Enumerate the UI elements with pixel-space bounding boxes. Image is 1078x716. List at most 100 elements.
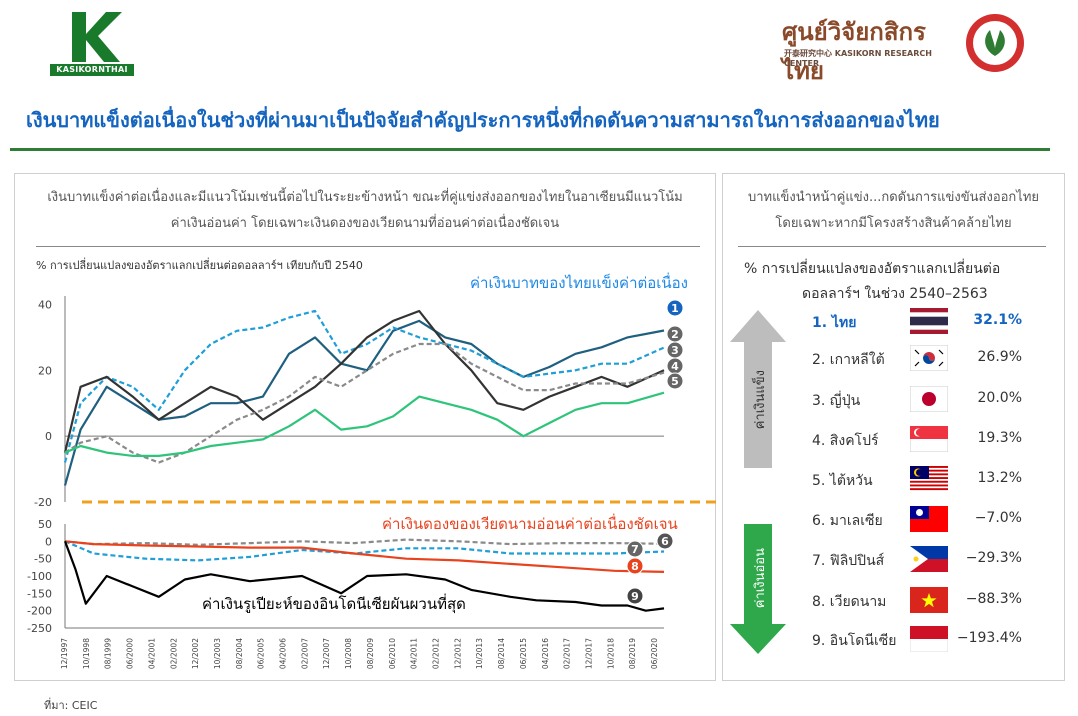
upper-series-badge-1-label: 1 [671,302,679,315]
taiwan-flag-icon [910,506,948,532]
x-tick-label: 06/2000 [126,638,135,669]
lower-series-badge-7-label: 7 [631,543,639,556]
lower-y-tick-label: -150 [27,587,52,600]
upper-y-tick-label: 40 [38,298,52,311]
upper-series-badge-3-label: 3 [671,344,679,357]
lower-y-tick-label: 50 [38,518,52,531]
ranking-metric-line2: ดอลลาร์ฯ ในช่วง 2540–2563 [802,286,988,302]
lower-series-line-9 [63,540,665,612]
right-subtitle-rule [738,246,1046,247]
x-tick-label: 10/2008 [344,638,353,669]
x-tick-label: 12/1997 [60,638,69,669]
ranking-country: 3. ญี่ปุ่น [812,393,861,409]
weak-currency-label: ค่าเงินอ่อน [753,548,768,609]
ranking-value: −7.0% [974,510,1022,526]
annotation-thai-baht: ค่าเงินบาทของไทยแข็งค่าต่อเนื่อง [470,274,688,292]
lower-series-badge-6-label: 6 [661,535,669,548]
lower-series-line-6 [64,538,665,546]
japan-flag-icon [910,386,948,412]
right-subtitle-line2: โดยเฉพาะหากมีโครงสร้างสินค้าคล้ายไทย [775,216,1012,231]
lower-series-badge-9-marker [626,587,644,605]
south-korea-flag-icon [910,345,948,371]
x-tick-label: 08/2014 [497,638,506,669]
x-tick-label: 04/2016 [541,638,550,669]
x-tick-label: 12/2012 [453,638,462,669]
x-tick-label: 02/2002 [169,638,178,669]
x-tick-label: 06/2015 [519,638,528,669]
lower-series-badge-7-marker [626,540,644,558]
ranking-country: 2. เกาหลีใต้ [812,352,885,368]
x-tick-label: 10/2013 [475,638,484,669]
thailand-flag-icon [910,308,948,334]
ranking-row-malaysia: 6. มาเลเซีย −7.0% [812,504,1032,534]
ranking-row-indonesia: 9. อินโดนีเซีย −193.4% [812,624,1032,654]
x-tick-label: 04/2001 [147,638,156,669]
page-headline: เงินบาทแข็งต่อเนื่องในช่วงที่ผ่านมาเป็นป… [26,108,940,132]
lower-series-badge-6-marker [656,532,674,550]
ranking-country: 5. ไต้หวัน [812,473,873,489]
left-subtitle-line2: ค่าเงินอ่อนค่า โดยเฉพาะเงินดองของเวียดนา… [170,216,560,231]
x-tick-label: 04/2011 [410,638,419,669]
weak-currency-arrow-icon [730,524,786,654]
strong-currency-arrow-icon [730,310,786,468]
strong-currency-label: ค่าเงินแข็ง [753,370,768,430]
ranking-row-singapore: 4. สิงคโปร์ 19.3% [812,424,1032,454]
lower-y-tick-label: -50 [34,553,52,566]
ranking-country: 6. มาเลเซีย [812,513,883,529]
upper-series-badge-2-label: 2 [671,328,679,341]
ranking-value: −193.4% [956,630,1022,646]
x-tick-label: 12/2002 [191,638,200,669]
ranking-row-vietnam: 8. เวียดนาม −88.3% [812,585,1032,615]
lower-y-tick-label: -100 [27,570,52,583]
x-tick-label: 04/2006 [279,638,288,669]
x-tick-label: 06/2010 [388,638,397,669]
philippines-flag-icon [910,546,948,572]
x-tick-label: 12/2007 [322,638,331,669]
ranking-country: 4. สิงคโปร์ [812,433,879,449]
upper-y-tick-label: 20 [38,364,52,377]
singapore-flag-icon [910,426,948,452]
x-tick-label: 02/2012 [431,638,440,669]
upper-y-tick-label: 0 [45,430,52,443]
ranking-country: 8. เวียดนาม [812,594,887,610]
kasikornthai-logo-text: KASIKORNTHAI [50,64,134,76]
x-tick-label: 08/2004 [235,638,244,669]
x-tick-label: 08/2019 [628,638,637,669]
ranking-row-philippines: 7. ฟิลิปปินส์ −29.3% [812,544,1032,574]
x-tick-label: 10/2003 [213,638,222,669]
x-tick-label: 10/2018 [606,638,615,669]
lower-y-tick-label: -200 [27,605,52,618]
annotation-indonesia-rupiah: ค่าเงินรูเปียะห์ของอินโดนีเซียผันผวนที่ส… [202,595,466,613]
malaysia-flag-icon [910,466,948,492]
kresearch-seal-icon [966,14,1024,72]
lower-y-tick-label: 0 [45,535,52,548]
kasikornthai-k-logo-icon [72,12,122,62]
left-subtitle-line1: เงินบาทแข็งค่าต่อเนื่องและมีแนวโน้มเช่นน… [47,190,683,205]
headline-divider [10,148,1050,151]
indonesia-flag-icon [910,626,948,652]
x-tick-label: 06/2005 [257,638,266,669]
ranking-row-south-korea: 2. เกาหลีใต้ 26.9% [812,343,1032,373]
ranking-country: 1. ไทย [812,315,857,331]
ranking-value: 19.3% [977,430,1022,446]
lower-series-badge-8-label: 8 [631,560,639,573]
upper-series-badge-5-label: 5 [671,375,679,388]
right-subtitle-line1: บาทแข็งนำหน้าคู่แข่ง...กดดันการแข่งขันส่… [747,190,1040,205]
upper-series-line-2 [63,309,665,463]
ranking-value: −88.3% [965,591,1022,607]
x-tick-label: 02/2007 [300,638,309,669]
ranking-value: 32.1% [973,312,1022,328]
kresearch-logo-en: 开泰研究中心 KASIKORN RESEARCH CENTER [784,49,932,68]
upper-series-line-5 [64,391,665,457]
ranking-country: 9. อินโดนีเซีย [812,633,897,649]
left-subtitle-rule [36,246,700,247]
kresearch-logo-thai: ศูนย์วิจัยกสิกรไทย [782,18,926,85]
upper-y-tick-label: -20 [34,496,52,509]
upper-series-line-3 [63,309,665,453]
upper-series-badge-4-label: 4 [671,360,679,373]
ranking-value: 26.9% [977,349,1022,365]
upper-series-badge-5-marker [666,372,684,390]
right-ranking-panel [722,173,1065,681]
x-tick-label: 08/1999 [104,638,113,669]
ranking-row-japan: 3. ญี่ปุ่น 20.0% [812,384,1032,414]
